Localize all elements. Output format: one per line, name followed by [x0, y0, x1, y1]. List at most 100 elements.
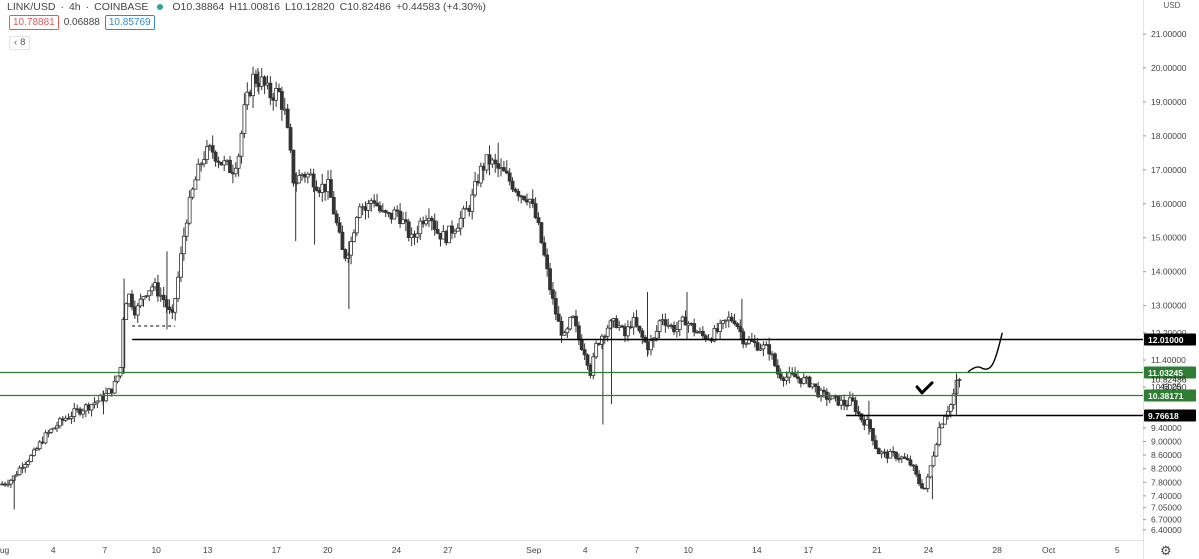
candle-down	[873, 440, 878, 449]
candle-down	[700, 330, 705, 337]
candle-up	[202, 159, 206, 165]
candle-up	[657, 320, 662, 332]
candle-up	[721, 320, 725, 324]
date-tick-label: 10	[151, 545, 161, 555]
candle-down	[545, 254, 550, 270]
candle-up	[233, 167, 238, 175]
price-tick-label: 6.70000	[1151, 515, 1182, 525]
candle-down	[576, 325, 581, 341]
candle-up	[352, 232, 356, 243]
candle-up	[144, 295, 149, 298]
candle-up	[674, 329, 679, 333]
candle-down	[435, 229, 440, 234]
candle-down	[291, 149, 296, 184]
candle-series	[0, 66, 962, 493]
candle-down	[602, 335, 607, 338]
candle-up	[562, 332, 567, 336]
price-tick-label: 12.20000	[1151, 328, 1187, 338]
candle-down	[637, 325, 642, 332]
candle-down	[891, 450, 896, 453]
candle-down	[741, 331, 746, 345]
candle-up	[187, 196, 192, 224]
indicators-toggle-button[interactable]: ‹ 8	[9, 36, 31, 50]
candle-up	[115, 375, 120, 382]
candle-down	[767, 344, 772, 355]
price-tick-label: 11.40000	[1151, 355, 1186, 365]
candle-down	[403, 219, 408, 223]
candle-down	[905, 458, 910, 461]
candle-up	[199, 163, 204, 166]
candle-up	[81, 410, 85, 415]
candle-down	[850, 397, 855, 401]
candle-up	[591, 356, 596, 376]
candle-up	[29, 455, 33, 462]
candle-down	[406, 221, 411, 239]
checkmark-icon	[915, 381, 934, 395]
sell-price-button[interactable]: 10.78881	[9, 15, 59, 30]
price-tick-label: 8.20000	[1151, 464, 1182, 474]
candle-up	[724, 319, 728, 322]
candle-up	[784, 376, 789, 381]
interval[interactable]: 4h	[68, 1, 81, 13]
candle-up	[649, 340, 653, 351]
candle-down	[294, 182, 299, 185]
candle-down	[634, 317, 639, 327]
candle-down	[161, 294, 166, 301]
candle-down	[894, 451, 898, 459]
chart-annotations	[132, 325, 1003, 395]
candle-down	[876, 448, 881, 455]
candle-down	[329, 179, 333, 198]
candle-down	[775, 365, 780, 375]
candle-down	[796, 376, 800, 379]
date-tick-label: 4	[51, 545, 56, 555]
candle-up	[948, 404, 953, 412]
change-value: +0.44583 (+4.30%)	[396, 1, 486, 13]
candle-up	[55, 425, 59, 429]
date-tick-label: Sep	[526, 545, 541, 555]
candle-down	[793, 373, 798, 378]
price-tick-label: 13.00000	[1151, 301, 1187, 311]
candle-down	[729, 316, 734, 322]
candle-down	[920, 483, 924, 489]
level-label-bg	[1144, 333, 1196, 346]
candle-up	[357, 206, 362, 218]
symbol-name[interactable]: LINK/USD	[7, 1, 56, 13]
currency-label: USD	[1164, 1, 1181, 10]
candle-down	[493, 159, 498, 165]
date-tick-label: 21	[872, 545, 882, 555]
candle-up	[26, 461, 31, 465]
buy-price-button[interactable]: 10.85769	[104, 15, 155, 30]
candle-down	[337, 222, 342, 233]
spread-value: 0.06888	[63, 17, 100, 28]
level-label-bg	[1144, 409, 1196, 422]
candle-up	[190, 188, 195, 198]
candle-down	[807, 376, 812, 388]
candle-up	[17, 467, 22, 476]
candle-up	[455, 227, 460, 232]
candle-down	[522, 195, 526, 201]
candle-down	[732, 320, 737, 325]
date-tick-label: Oct	[1042, 545, 1056, 555]
candle-up	[366, 203, 371, 211]
candle-down	[378, 205, 382, 212]
candle-down	[738, 326, 743, 333]
open-value: O10.38864	[172, 1, 225, 13]
candle-up	[925, 476, 930, 489]
candle-up	[940, 423, 945, 429]
candle-down	[314, 186, 319, 191]
high-value: H11.00816	[229, 1, 280, 13]
candle-down	[502, 167, 506, 172]
candle-up	[354, 217, 359, 234]
candle-down	[450, 225, 454, 234]
candle-up	[758, 348, 763, 351]
candle-up	[6, 483, 10, 486]
candle-up	[349, 241, 353, 256]
candle-down	[582, 349, 587, 356]
candle-down	[343, 249, 348, 259]
gear-icon[interactable]: ⚙	[1160, 543, 1172, 558]
level-label-bg	[1144, 389, 1196, 402]
candle-down	[663, 319, 668, 326]
candle-up	[937, 427, 942, 446]
candle-up	[761, 344, 766, 350]
